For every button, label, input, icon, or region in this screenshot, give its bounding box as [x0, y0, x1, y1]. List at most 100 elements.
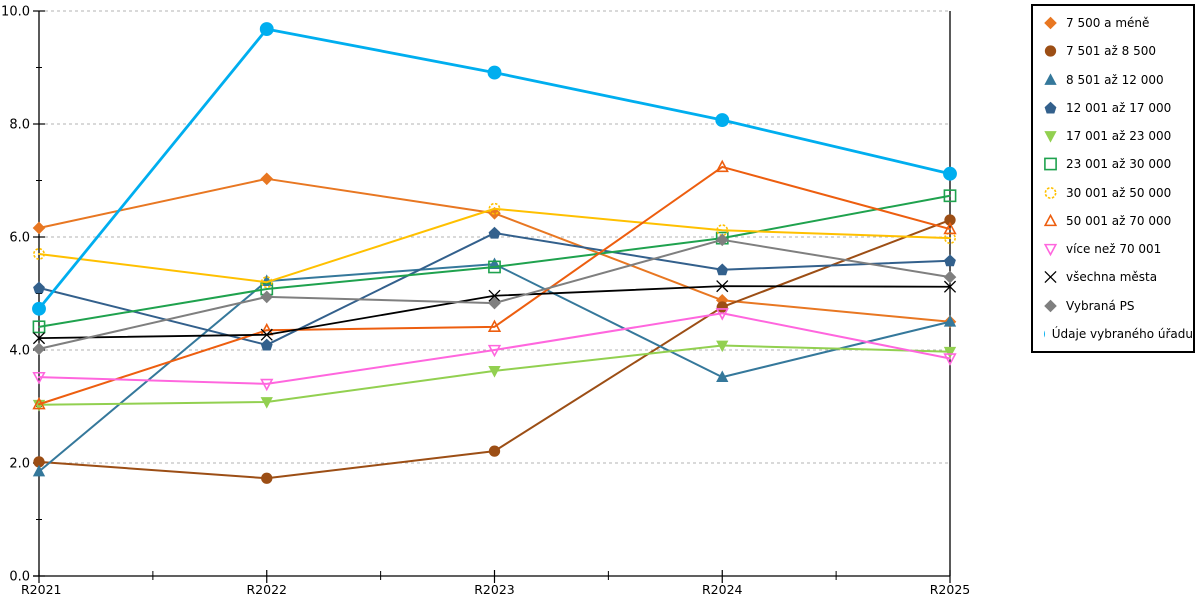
- marker-udaje-vybraneho-uradu-R2023: [487, 65, 502, 80]
- marker-30001-az-50000-R2023: [488, 202, 501, 215]
- legend-x-marker-icon: [1044, 271, 1057, 284]
- marker-vybrana-ps-R2025: [943, 270, 957, 284]
- y-tick-label: 8.0: [9, 118, 30, 133]
- legend-label: 17 001 až 23 000: [1066, 129, 1172, 144]
- legend-label: všechna města: [1066, 270, 1158, 285]
- marker-50001-az-70000-R2024: [715, 159, 729, 173]
- x-tick-label: R2021: [21, 582, 62, 597]
- marker-12001-az-17000-R2023: [488, 226, 501, 239]
- legend-label: 7 500 a méně: [1066, 16, 1150, 31]
- marker-17001-az-23000-R2025: [943, 346, 957, 359]
- marker-50001-az-70000-R2025: [943, 221, 957, 235]
- marker-8501-az-12000-R2021: [32, 464, 46, 477]
- legend-label: Vybraná PS: [1066, 298, 1135, 313]
- marker-7501-az-8500-R2023: [488, 445, 501, 457]
- marker-30001-az-50000-R2025: [944, 232, 956, 245]
- marker-23001-az-30000-R2023: [488, 260, 501, 274]
- legend-label: 30 001 až 50 000: [1066, 185, 1172, 200]
- legend-label: více než 70 001: [1066, 242, 1162, 257]
- marker-30001-az-50000-R2022: [260, 276, 273, 289]
- legend-item-vsechna-mesta[interactable]: všechna města: [1042, 264, 1193, 291]
- x-tick-label: R2022: [247, 582, 288, 597]
- marker-12001-az-17000-R2021: [33, 281, 45, 294]
- series-line-12001-az-17000: [38, 232, 951, 346]
- y-tick-label: 6.0: [9, 231, 30, 246]
- marker-30001-az-50000-R2024: [716, 224, 729, 237]
- y-tick-label: 4.0: [9, 344, 30, 359]
- legend-item-7500-a-mene[interactable]: 7 500 a méně: [1042, 10, 1193, 37]
- legend-circle-marker-icon: [1044, 186, 1057, 199]
- x-tick-label: R2024: [702, 582, 743, 597]
- marker-7501-az-8500-R2022: [261, 472, 273, 484]
- marker-12001-az-17000-R2022: [260, 338, 273, 351]
- marker-8501-az-12000-R2024: [716, 370, 729, 382]
- legend-item-12001-az-17000[interactable]: 12 001 až 17 000: [1042, 94, 1193, 121]
- marker-vsechna-mesta-R2023: [488, 289, 501, 302]
- legend-square-marker-icon: [1044, 157, 1057, 171]
- legend-circle-marker-icon: [1044, 45, 1057, 58]
- series-line-vybrana-ps: [38, 238, 951, 350]
- marker-udaje-vybraneho-uradu-R2025: [943, 166, 957, 181]
- marker-vybrana-ps-R2023: [488, 296, 501, 310]
- y-tick-label: 2.0: [9, 457, 30, 472]
- legend-item-23001-az-30000[interactable]: 23 001 až 30 000: [1042, 151, 1193, 178]
- y-tick-label: 10.0: [1, 5, 30, 20]
- y-tick-label: 0.0: [9, 570, 30, 585]
- marker-50001-az-70000-R2021: [32, 396, 46, 410]
- marker-7500-a-mene-R2021: [32, 221, 46, 235]
- legend-triangle-down-marker-icon: [1044, 131, 1057, 143]
- series-line-23001-az-30000: [38, 194, 951, 328]
- legend-diamond-marker-icon: [1044, 299, 1057, 312]
- marker-30001-az-50000-R2021: [33, 247, 45, 260]
- legend-item-17001-az-23000[interactable]: 17 001 až 23 000: [1042, 123, 1193, 150]
- legend-label: Údaje vybraného úřadu: [1051, 326, 1193, 341]
- marker-udaje-vybraneho-uradu-R2024: [715, 113, 730, 127]
- marker-udaje-vybraneho-uradu-R2022: [259, 22, 274, 37]
- marker-vice-nez-70001-R2025: [943, 353, 957, 366]
- legend-label: 8 501 až 12 000: [1066, 72, 1164, 87]
- x-tick-label: R2025: [930, 582, 971, 597]
- legend-item-vice-nez-70001[interactable]: více než 70 001: [1042, 236, 1193, 263]
- marker-50001-az-70000-R2023: [487, 319, 502, 333]
- legend-item-8501-az-12000[interactable]: 8 501 až 12 000: [1042, 66, 1193, 93]
- legend-label: 50 001 až 70 000: [1066, 213, 1172, 228]
- marker-udaje-vybraneho-uradu-R2021: [32, 301, 46, 316]
- legend-triangle-up-marker-icon: [1044, 72, 1057, 85]
- legend-diamond-marker-icon: [1044, 16, 1057, 30]
- series-line-30001-az-50000: [38, 207, 951, 284]
- marker-23001-az-30000-R2021: [32, 320, 46, 334]
- legend-label: 23 001 až 30 000: [1066, 157, 1172, 172]
- marker-7501-az-8500-R2025: [944, 214, 956, 226]
- marker-17001-az-23000-R2022: [260, 397, 273, 409]
- legend-triangle-up-marker-icon: [1043, 213, 1058, 227]
- x-tick-label: R2023: [474, 582, 515, 597]
- marker-12001-az-17000-R2024: [716, 263, 729, 276]
- marker-vybrana-ps-R2021: [32, 342, 46, 356]
- marker-17001-az-23000-R2023: [488, 366, 501, 378]
- marker-vice-nez-70001-R2022: [260, 378, 274, 392]
- legend-item-udaje-vybraneho-uradu[interactable]: Údaje vybraného úřadu: [1042, 320, 1193, 347]
- marker-vsechna-mesta-R2022: [260, 328, 273, 341]
- legend-label: 7 501 až 8 500: [1066, 44, 1156, 59]
- marker-vsechna-mesta-R2021: [32, 332, 46, 345]
- marker-vsechna-mesta-R2025: [943, 280, 957, 293]
- legend-item-50001-az-70000[interactable]: 50 001 až 70 000: [1042, 207, 1193, 234]
- legend-item-vybrana-ps[interactable]: Vybraná PS: [1042, 292, 1193, 319]
- legend-item-7501-az-8500[interactable]: 7 501 až 8 500: [1042, 38, 1193, 65]
- legend-circle-marker-icon: [1044, 330, 1045, 337]
- legend-pentagon-marker-icon: [1044, 101, 1057, 114]
- marker-7500-a-mene-R2022: [260, 172, 274, 186]
- legend-label: 12 001 až 17 000: [1066, 100, 1172, 115]
- legend-triangle-down-marker-icon: [1043, 243, 1058, 257]
- marker-17001-az-23000-R2024: [716, 340, 729, 353]
- marker-12001-az-17000-R2025: [944, 254, 956, 267]
- legend-item-30001-az-50000[interactable]: 30 001 až 50 000: [1042, 179, 1193, 206]
- marker-vsechna-mesta-R2024: [716, 280, 729, 293]
- marker-vice-nez-70001-R2024: [715, 308, 729, 321]
- series-line-vice-nez-70001: [38, 312, 951, 385]
- marker-vybrana-ps-R2022: [260, 290, 274, 304]
- marker-vice-nez-70001-R2023: [487, 344, 502, 358]
- legend: 7 500 a méně 7 501 až 8 500 8 501 až 12 00…: [1031, 4, 1195, 353]
